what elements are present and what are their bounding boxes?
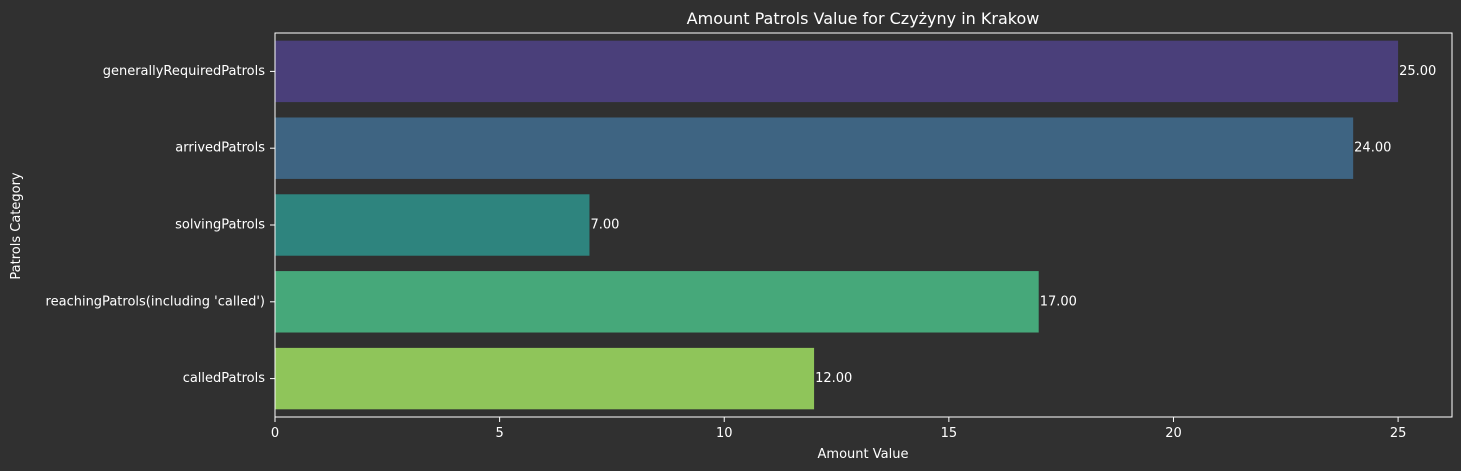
data-label: 25.00: [1399, 64, 1436, 79]
bar: [275, 40, 1399, 103]
data-label: 24.00: [1354, 141, 1391, 156]
bar: [275, 347, 815, 410]
plot-area: 25.00 generallyRequiredPatrols 24.00 arrive…: [46, 32, 1453, 441]
plot-frame: [274, 32, 1453, 418]
bar: [275, 194, 590, 256]
y-axis-label: Patrols Category: [9, 172, 24, 280]
chart-title: Amount Patrols Value for Czyżyny in Krak…: [687, 9, 1040, 28]
bar: [275, 117, 1354, 179]
x-tick-label: 20: [1165, 426, 1182, 441]
x-tick-label: 0: [271, 426, 279, 441]
x-tick-label: 5: [495, 426, 503, 441]
y-tick-label: calledPatrols: [183, 371, 266, 386]
y-tick-label: solvingPatrols: [175, 218, 265, 233]
x-tick-label: 10: [716, 426, 733, 441]
x-tick-label: 15: [941, 426, 958, 441]
data-label: 7.00: [590, 218, 619, 233]
x-tick-label: 25: [1390, 426, 1407, 441]
bar: [275, 271, 1039, 333]
data-label: 17.00: [1040, 294, 1077, 309]
y-tick-label: reachingPatrols(including 'called'): [46, 294, 265, 309]
y-tick-label: generallyRequiredPatrols: [103, 64, 266, 79]
x-axis-label: Amount Value: [818, 447, 909, 462]
data-label: 12.00: [815, 371, 852, 386]
y-tick-label: arrivedPatrols: [175, 141, 265, 156]
